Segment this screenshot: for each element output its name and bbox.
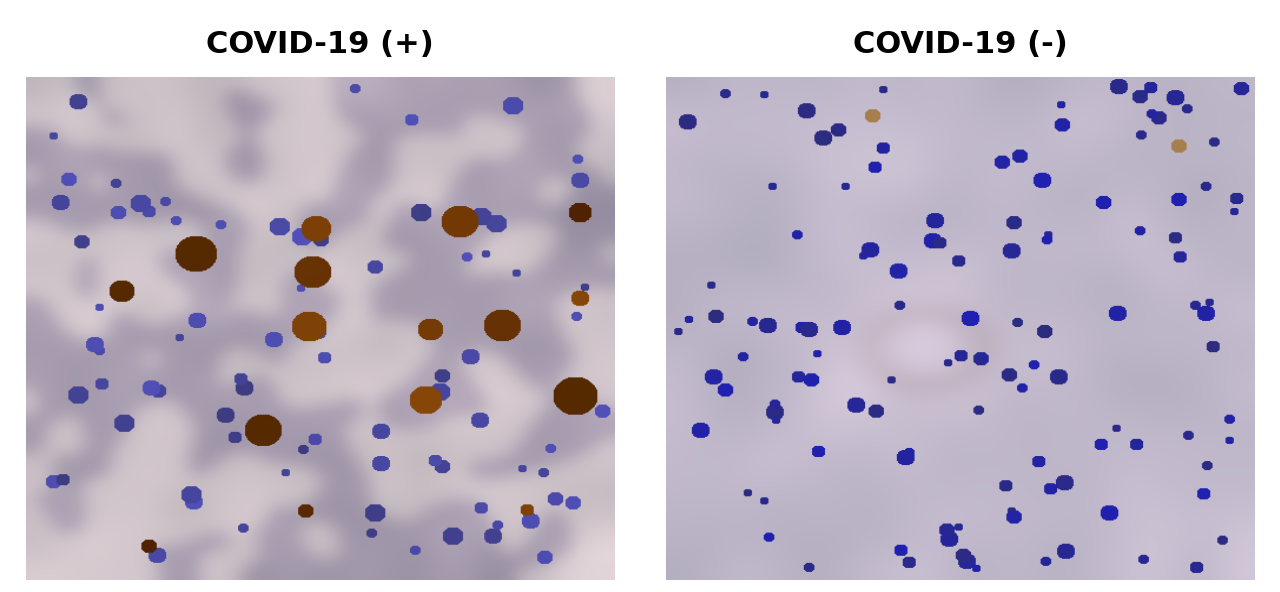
Text: COVID-19 (+): COVID-19 (+) [206,30,434,59]
Text: COVID-19 (-): COVID-19 (-) [852,30,1068,59]
